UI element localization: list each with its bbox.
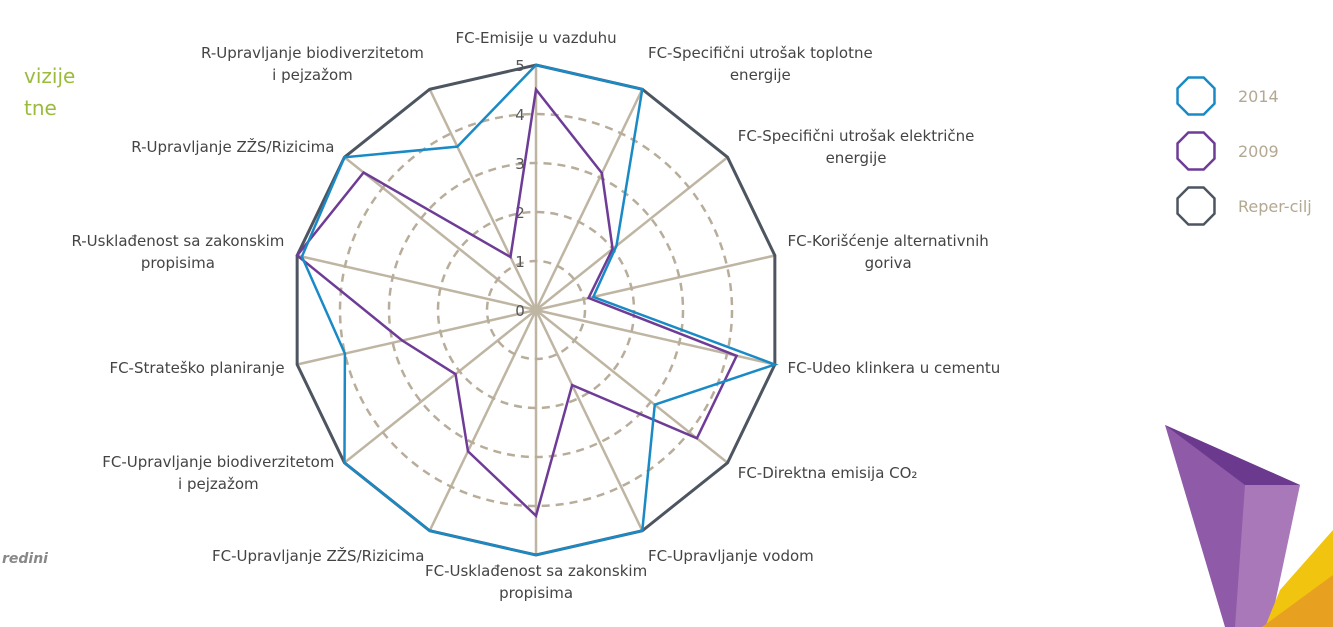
axis-label: R-Upravljanje ZŽS/Rizicima [131, 137, 335, 156]
spoke [535, 254, 776, 312]
y-tick-label: 2 [515, 204, 525, 222]
y-tick-label: 0 [515, 302, 525, 320]
y-tick-label: 3 [515, 155, 525, 173]
spoke [343, 156, 537, 311]
axis-label: FC-Strateško planiranje [109, 359, 285, 378]
axis-label: FC-Upravljanje vodom [647, 547, 814, 566]
axis-label: FC-Udeo klinkera u cementu [787, 359, 1001, 378]
spoke [296, 254, 537, 312]
axis-label: FC-Specifični utrošak električne energij… [737, 126, 975, 167]
axis-label: R-Upravljanje biodiverzitetom i pejzažom [201, 43, 424, 84]
series-line [295, 86, 739, 519]
side-text: tne [24, 96, 57, 120]
grid-circle [485, 259, 587, 361]
axis-label: FC-Upravljanje biodiverzitetom i pejzažo… [102, 453, 335, 494]
axis-label: FC-Specifični utrošak toplotne energije [647, 43, 873, 84]
decoration [1165, 425, 1333, 627]
legend-marker [1176, 186, 1216, 226]
grid-circle [436, 210, 636, 410]
grid-circle [338, 112, 734, 508]
y-tick-label: 5 [515, 57, 525, 75]
side-text: redini [2, 551, 48, 567]
axis-label: R-Usklađenost sa zakonskim propisima [71, 231, 285, 272]
spoke [428, 88, 538, 311]
y-tick-label: 4 [515, 106, 525, 124]
legend-label: 2014 [1238, 87, 1279, 106]
side-text: vizije [24, 64, 76, 88]
axis-label: FC-Direktna emisija CO₂ [737, 464, 918, 483]
legend-label: 2009 [1238, 142, 1279, 161]
spoke [343, 309, 537, 464]
legend-label: Reper-cilj [1238, 197, 1312, 216]
axis-label: FC-Usklađenost sa zakonskim propisima [425, 562, 648, 602]
legend-marker [1176, 131, 1216, 171]
spoke [534, 309, 644, 532]
legend-marker [1176, 76, 1216, 116]
axis-label: FC-Emisije u vazduhu [455, 29, 617, 47]
series-line [300, 63, 779, 557]
axis-label: FC-Korišćenje alternativnih goriva [787, 231, 989, 272]
axis-label: FC-Upravljanje ZŽS/Rizicima [212, 547, 425, 566]
spoke [534, 88, 644, 311]
grid-circle [387, 161, 685, 459]
y-tick-label: 1 [515, 253, 525, 271]
spoke [535, 156, 729, 311]
spoke [428, 309, 538, 532]
spoke [296, 308, 537, 366]
